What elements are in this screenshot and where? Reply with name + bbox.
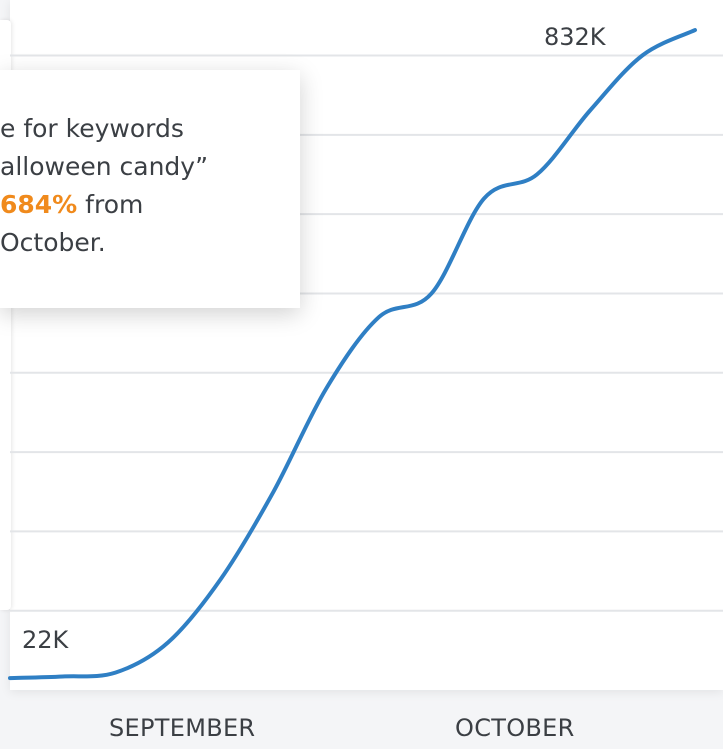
callout-line-2: alloween candy” [0,152,209,181]
x-tick-label-september: SEPTEMBER [109,714,256,742]
callout-line-3-rest: from [77,190,144,219]
percent-highlight: 684% [0,190,78,219]
callout-line-1: e for keywords [0,114,184,143]
callout-text: e for keywords alloween candy” 684% from… [0,110,290,262]
start-value-label: 22K [22,626,70,654]
callout-line-3: 684% from [0,186,290,224]
series-line [8,28,697,681]
callout-card: e for keywords alloween candy” 684% from… [0,70,300,308]
left-panel-edge [0,20,11,610]
end-value-label: 832K [544,23,607,51]
x-tick-label-october: OCTOBER [455,714,575,742]
callout-line-4: October. [0,228,106,257]
